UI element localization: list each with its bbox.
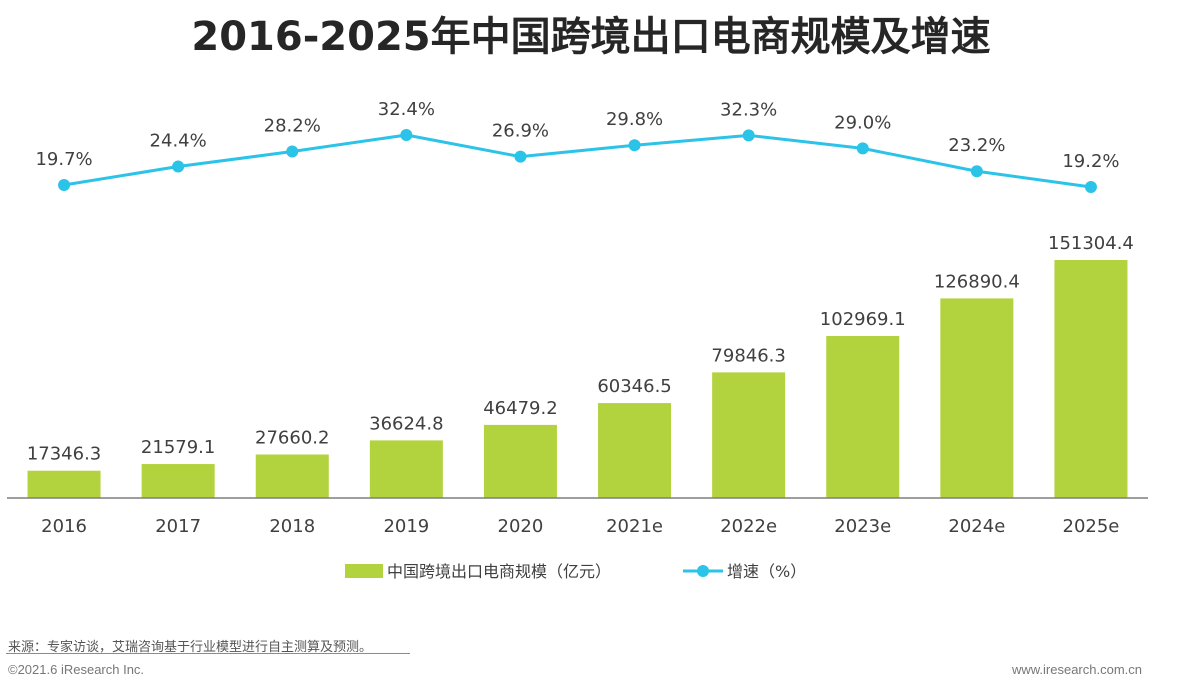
x-tick-label: 2016 — [41, 516, 87, 537]
source-note: 来源：专家访谈，艾瑞咨询基于行业模型进行自主测算及预测。 — [8, 640, 373, 655]
bar-line-combo-chart: 17346.3 2016 21579.1 2017 27660.2 2018 36624.8… — [7, 99, 1148, 581]
growth-rate-point — [172, 160, 185, 173]
bar — [255, 454, 329, 498]
website-link[interactable]: www.iresearch.com.cn — [1011, 662, 1142, 677]
bar — [940, 298, 1014, 498]
growth-rate-label: 29.8% — [606, 109, 663, 130]
bar-value-label: 17346.3 — [27, 444, 101, 465]
bar-value-label: 60346.5 — [597, 376, 671, 397]
growth-rate-point — [286, 145, 299, 158]
bar — [141, 464, 215, 498]
x-tick-label: 2018 — [269, 516, 315, 537]
legend-bar-label: 中国跨境出口电商规模（亿元） — [387, 562, 611, 581]
growth-rate-point — [628, 139, 641, 152]
growth-rate-label: 19.7% — [35, 149, 92, 170]
bar-value-label: 151304.4 — [1048, 233, 1134, 254]
x-tick-label: 2025e — [1063, 516, 1120, 537]
growth-rate-label: 26.9% — [492, 121, 549, 142]
growth-rate-point — [400, 129, 413, 141]
x-tick-label: 2022e — [720, 516, 777, 537]
growth-rate-point — [514, 150, 527, 163]
bar — [369, 440, 443, 498]
bar — [712, 372, 786, 498]
growth-rate-label: 29.0% — [834, 112, 891, 133]
x-tick-label: 2019 — [383, 516, 429, 537]
growth-rate-label: 19.2% — [1062, 151, 1119, 172]
x-tick-label: 2020 — [498, 516, 544, 537]
bar — [598, 403, 672, 498]
bar-value-label: 126890.4 — [934, 271, 1020, 292]
growth-rate-label: 32.4% — [378, 99, 435, 120]
bar — [1054, 260, 1128, 498]
growth-rate-point — [856, 142, 869, 155]
growth-rate-label: 23.2% — [948, 135, 1005, 156]
source-divider — [6, 653, 410, 654]
growth-rate-label: 28.2% — [264, 116, 321, 137]
x-tick-label: 2023e — [834, 516, 891, 537]
legend-line-label: 增速（%） — [727, 562, 806, 581]
bar — [826, 336, 900, 498]
legend-line-marker — [697, 565, 709, 577]
growth-rate-line — [63, 133, 1092, 189]
bar-value-label: 102969.1 — [820, 309, 906, 330]
growth-rate-point — [970, 165, 983, 178]
x-tick-label: 2017 — [155, 516, 201, 537]
bar-value-label: 21579.1 — [141, 437, 215, 458]
legend-bar-swatch — [345, 564, 383, 578]
bar-value-label: 36624.8 — [369, 413, 443, 434]
x-tick-label: 2021e — [606, 516, 663, 537]
bar — [27, 470, 101, 498]
x-tick-label: 2024e — [948, 516, 1005, 537]
chart-title: 2016-2025年中国跨境出口电商规模及增速 — [191, 14, 991, 60]
copyright-text: ©2021.6 iResearch Inc. — [8, 662, 145, 677]
bar-value-label: 46479.2 — [483, 398, 557, 419]
growth-rate-label: 24.4% — [150, 131, 207, 152]
growth-rate-label: 32.3% — [720, 99, 777, 120]
growth-rate-point — [58, 179, 71, 192]
growth-rate-point — [1084, 181, 1097, 193]
bar-value-label: 27660.2 — [255, 427, 329, 448]
growth-rate-point — [742, 129, 755, 142]
bar — [483, 424, 557, 498]
bar-value-label: 79846.3 — [711, 345, 785, 366]
